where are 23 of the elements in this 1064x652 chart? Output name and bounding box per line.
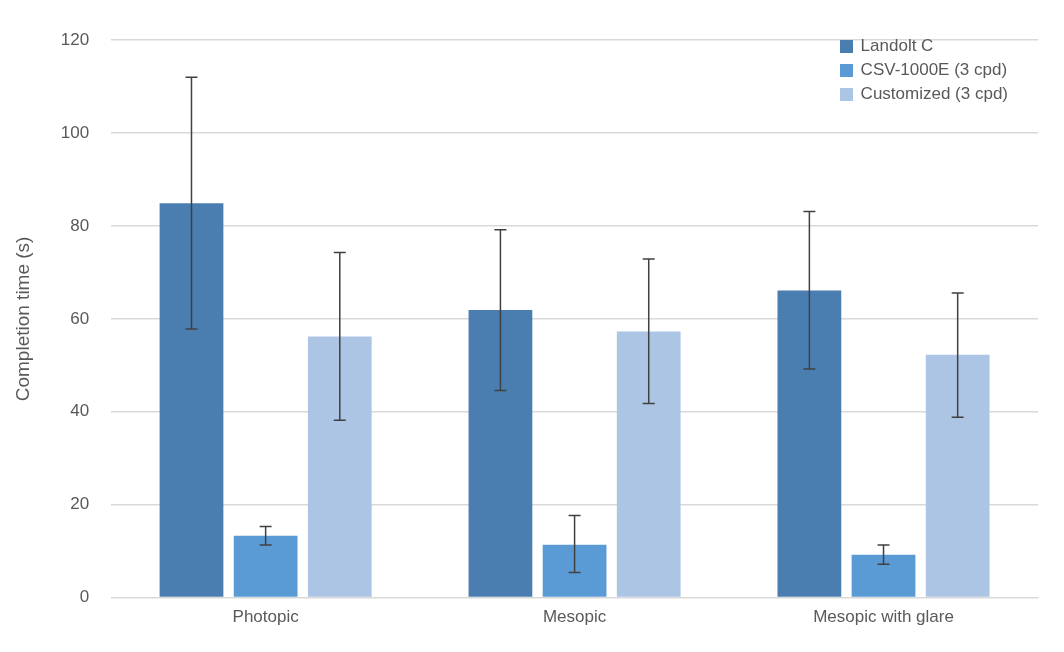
bar	[925, 354, 990, 597]
y-tick-label: 20	[70, 494, 90, 514]
y-tick-label: 100	[60, 122, 90, 142]
legend-label: CSV-1000E (3 cpd)	[860, 60, 1008, 80]
bar	[851, 554, 916, 597]
bar	[307, 336, 372, 597]
y-tick-label: 60	[70, 308, 90, 328]
y-tick-label: 0	[79, 587, 90, 607]
x-tick-label: Mesopic	[542, 607, 607, 627]
bar	[159, 203, 224, 597]
x-tick-label: Photopic	[232, 607, 300, 627]
legend-label: Landolt C	[860, 36, 934, 56]
bar	[233, 535, 298, 597]
bar	[777, 290, 842, 597]
y-axis-title: Completion time (s)	[11, 236, 33, 402]
bar	[616, 331, 681, 597]
bar	[542, 544, 607, 597]
legend-label: Customized (3 cpd)	[860, 84, 1008, 104]
y-tick-label: 120	[60, 29, 90, 49]
y-tick-label: 80	[70, 215, 90, 235]
bar	[468, 310, 533, 597]
x-tick-label: Mesopic with glare	[813, 607, 954, 627]
y-tick-label: 40	[70, 401, 90, 421]
